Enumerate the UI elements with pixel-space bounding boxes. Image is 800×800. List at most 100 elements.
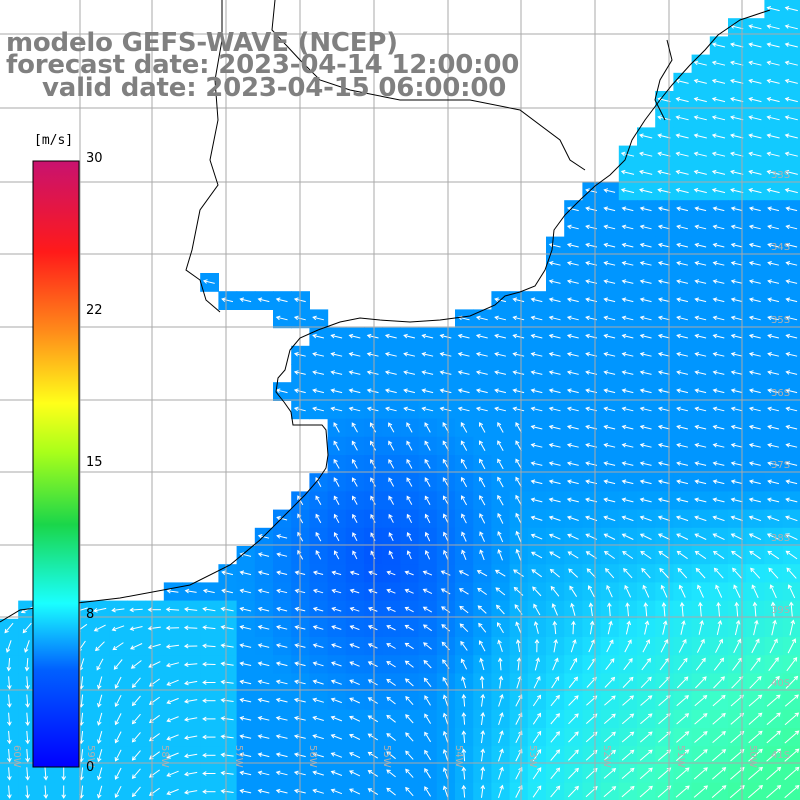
wind-arrow: [785, 370, 798, 375]
wind-arrow: [784, 60, 798, 66]
wind-arrow: [711, 97, 726, 103]
wind-arrow: [711, 169, 726, 175]
wind-arrow: [439, 370, 452, 375]
wind-arrow: [639, 206, 652, 212]
wind-arrow: [766, 188, 780, 194]
wind-arrow: [330, 352, 343, 357]
wind-arrow: [676, 261, 689, 266]
wind-arrow: [748, 370, 761, 375]
wind-arrow: [784, 97, 798, 103]
wind-arrow: [479, 476, 486, 488]
wind-arrow: [767, 315, 780, 321]
wind-arrow: [406, 440, 413, 451]
wind-arrow: [694, 352, 707, 357]
wind-arrow: [657, 315, 670, 321]
wind-arrow: [406, 458, 413, 469]
wind-arrow: [530, 388, 543, 394]
wind-arrow: [730, 261, 743, 266]
wind-arrow: [657, 261, 670, 266]
wind-arrow: [730, 42, 744, 48]
wind-arrow: [475, 352, 488, 357]
wind-arrow: [421, 388, 434, 394]
wind-arrow: [621, 443, 634, 448]
wind-arrow: [712, 406, 725, 412]
wind-arrow: [566, 297, 579, 303]
wind-arrow: [784, 78, 798, 84]
wind-arrow: [370, 458, 376, 469]
wind-arrow: [639, 424, 652, 430]
wind-arrow: [784, 115, 798, 121]
wind-arrow: [675, 115, 689, 121]
wind-arrow: [530, 424, 543, 430]
wind-arrow: [366, 388, 379, 394]
wind-arrow: [694, 242, 707, 248]
wind-arrow: [603, 388, 616, 394]
wind-arrow: [767, 370, 780, 375]
wind-arrow: [603, 333, 616, 339]
wind-arrow: [479, 458, 486, 470]
wind-arrow: [675, 188, 689, 194]
wind-arrow: [694, 224, 707, 230]
wind-arrow: [348, 406, 361, 412]
wind-arrow: [621, 261, 634, 266]
wind-arrow: [548, 388, 561, 394]
wind-arrow: [548, 242, 561, 248]
wind-arrow: [712, 388, 725, 394]
wind-arrow: [566, 261, 579, 266]
wind-arrow: [657, 297, 670, 303]
colorbar-tick-8: 8: [86, 607, 95, 622]
wind-arrow: [766, 133, 780, 139]
wind-arrow: [366, 333, 379, 339]
wind-arrow: [530, 370, 543, 375]
wind-arrow: [639, 224, 652, 230]
wind-arrow: [748, 242, 761, 248]
wind-arrow: [548, 315, 561, 321]
wind-arrow: [694, 388, 707, 394]
wind-arrow: [675, 169, 689, 175]
wind-arrow: [784, 24, 798, 30]
wind-arrow: [766, 6, 780, 12]
lon-label: 55W: [381, 745, 392, 768]
wind-arrow: [657, 169, 671, 175]
lat-label: 33S: [771, 170, 790, 181]
wind-arrow: [712, 297, 725, 303]
wind-arrow: [548, 370, 561, 375]
wind-arrow: [494, 406, 507, 412]
wind-arrow: [639, 406, 652, 412]
wind-arrow: [621, 315, 634, 321]
wind-arrow: [403, 388, 416, 394]
wind-arrow: [693, 133, 707, 139]
wind-arrow: [766, 78, 780, 84]
wind-arrow: [639, 370, 652, 375]
wind-arrow: [566, 224, 579, 230]
wind-arrow: [406, 422, 413, 433]
wind-arrow: [603, 424, 616, 430]
wind-arrow: [639, 461, 652, 466]
lat-label: 35S: [771, 315, 790, 326]
wind-arrow: [693, 169, 707, 175]
wind-arrow: [621, 279, 634, 284]
wind-arrow: [767, 261, 780, 266]
wind-arrow: [748, 133, 762, 139]
wind-arrow: [603, 279, 616, 284]
wind-arrow: [785, 424, 798, 430]
lat-label: 39S: [771, 605, 790, 616]
wind-arrow: [730, 60, 744, 66]
wind-arrow: [439, 406, 452, 412]
lon-label: 60W: [11, 745, 22, 768]
wind-arrow: [676, 315, 689, 321]
wind-arrow: [730, 297, 743, 303]
wind-arrow: [530, 297, 543, 303]
wind-arrow: [712, 242, 725, 248]
wind-arrow: [730, 242, 743, 248]
wind-arrow: [748, 406, 761, 412]
wind-arrow: [657, 424, 670, 430]
wind-arrow: [566, 315, 579, 321]
wind-arrow: [460, 476, 468, 488]
wind-arrow: [748, 297, 761, 303]
wind-arrow: [566, 388, 579, 394]
wind-arrow: [693, 97, 707, 103]
wind-arrow: [548, 406, 561, 412]
wind-arrow: [657, 279, 670, 284]
wind-arrow: [603, 297, 616, 303]
